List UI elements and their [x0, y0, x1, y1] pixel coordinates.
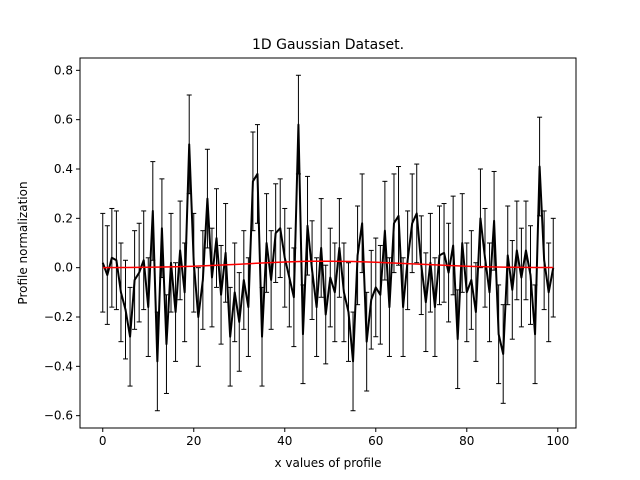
y-axis-label: Profile normalization [16, 181, 30, 304]
x-tick-label: 0 [99, 434, 107, 448]
plot-area [100, 74, 556, 412]
y-tick-label: 0.8 [54, 63, 73, 77]
y-tick-label: 0.6 [54, 113, 73, 127]
axes-frame [79, 57, 577, 429]
y-tick-label: −0.6 [44, 409, 73, 423]
model-series-line [102, 260, 554, 269]
y-tick-label: 0.0 [54, 261, 73, 275]
y-tick-label: 0.2 [54, 211, 73, 225]
y-tick-label: 0.4 [54, 162, 73, 176]
x-tick-label: 40 [277, 434, 292, 448]
data-series-line [101, 123, 555, 363]
y-tick-label: −0.2 [44, 310, 73, 324]
x-tick-label: 20 [186, 434, 201, 448]
x-tick-label: 60 [368, 434, 383, 448]
x-axis-label: x values of profile [274, 456, 381, 470]
x-tick-label: 100 [546, 434, 569, 448]
chart-title: 1D Gaussian Dataset. [252, 37, 404, 53]
axis-ticks: 0 20 40 60 80 100 −0.6 −0.4 −0.2 0.0 0.2 0.4 0.6 0.8 [44, 63, 569, 448]
y-tick-label: −0.4 [44, 359, 73, 373]
x-tick-label: 80 [459, 434, 474, 448]
